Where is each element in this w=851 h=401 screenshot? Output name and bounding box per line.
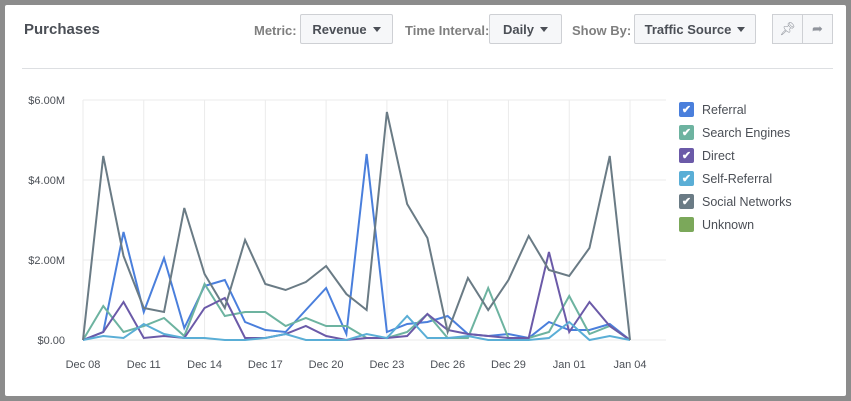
x-tick-label: Dec 20 xyxy=(309,359,344,371)
x-tick-label: Dec 08 xyxy=(66,359,101,371)
series-line-social-networks xyxy=(82,111,631,341)
legend-label: Unknown xyxy=(702,217,755,232)
y-tick-label: $0.00 xyxy=(37,335,65,347)
y-tick-label: $2.00M xyxy=(28,255,65,267)
legend-label: Search Engines xyxy=(702,125,791,140)
caret-down-icon xyxy=(372,26,381,32)
legend-label: Self-Referral xyxy=(702,171,773,186)
series-line-referral xyxy=(82,153,631,341)
x-tick-label: Dec 14 xyxy=(187,359,222,371)
checkbox-checked-icon[interactable]: ✔ xyxy=(679,194,694,209)
x-tick-label: Jan 01 xyxy=(553,359,586,371)
showby-label: Show By: xyxy=(572,23,632,38)
x-tick-label: Dec 17 xyxy=(248,359,283,371)
card-title: Purchases xyxy=(24,21,100,38)
legend-label: Referral xyxy=(702,102,747,117)
caret-down-icon xyxy=(737,26,746,32)
checkbox-checked-icon[interactable]: ✔ xyxy=(679,102,694,117)
pin-icon: 📌︎ xyxy=(779,21,796,36)
showby-dropdown[interactable]: Traffic Source xyxy=(634,14,756,44)
showby-value: Traffic Source xyxy=(644,21,732,37)
checkbox-checked-icon[interactable]: ✔ xyxy=(679,148,694,163)
series-line-self-referral xyxy=(82,314,631,342)
series-line-search-engines xyxy=(82,281,631,341)
interval-label: Time Interval: xyxy=(405,23,490,38)
share-button[interactable]: ➦ xyxy=(802,14,833,44)
caret-down-icon xyxy=(540,26,549,32)
metric-label: Metric: xyxy=(254,23,297,38)
series-line-direct xyxy=(82,251,631,342)
x-tick-label: Jan 04 xyxy=(613,359,646,371)
x-tick-label: Dec 23 xyxy=(369,359,404,371)
legend-item-referral[interactable]: ✔ Referral xyxy=(679,98,792,121)
metric-value: Revenue xyxy=(312,21,367,37)
x-tick-label: Dec 26 xyxy=(430,359,465,371)
legend-item-unknown[interactable]: Unknown xyxy=(679,213,792,236)
divider xyxy=(22,68,833,69)
y-tick-label: $4.00M xyxy=(28,175,65,187)
interval-dropdown[interactable]: Daily xyxy=(489,14,562,44)
legend-item-search-engines[interactable]: ✔ Search Engines xyxy=(679,121,792,144)
x-tick-label: Dec 29 xyxy=(491,359,526,371)
legend-label: Social Networks xyxy=(702,194,792,209)
checkbox-checked-icon[interactable]: ✔ xyxy=(679,125,694,140)
legend-item-self-referral[interactable]: ✔ Self-Referral xyxy=(679,167,792,190)
legend-item-social-networks[interactable]: ✔ Social Networks xyxy=(679,190,792,213)
legend: ✔ Referral ✔ Search Engines ✔ Direct ✔ Self-Ref… xyxy=(679,98,792,236)
purchases-card: Purchases Metric: Revenue Time Interval:… xyxy=(5,5,846,396)
legend-item-direct[interactable]: ✔ Direct xyxy=(679,144,792,167)
checkbox-checked-icon[interactable]: ✔ xyxy=(679,171,694,186)
metric-dropdown[interactable]: Revenue xyxy=(300,14,393,44)
legend-label: Direct xyxy=(702,148,735,163)
pin-button[interactable]: 📌︎ xyxy=(772,14,803,44)
y-tick-label: $6.00M xyxy=(28,95,65,107)
interval-value: Daily xyxy=(502,21,535,37)
x-tick-label: Dec 11 xyxy=(127,359,161,371)
share-icon: ➦ xyxy=(812,21,823,36)
checkbox-unchecked-icon[interactable] xyxy=(679,217,694,232)
